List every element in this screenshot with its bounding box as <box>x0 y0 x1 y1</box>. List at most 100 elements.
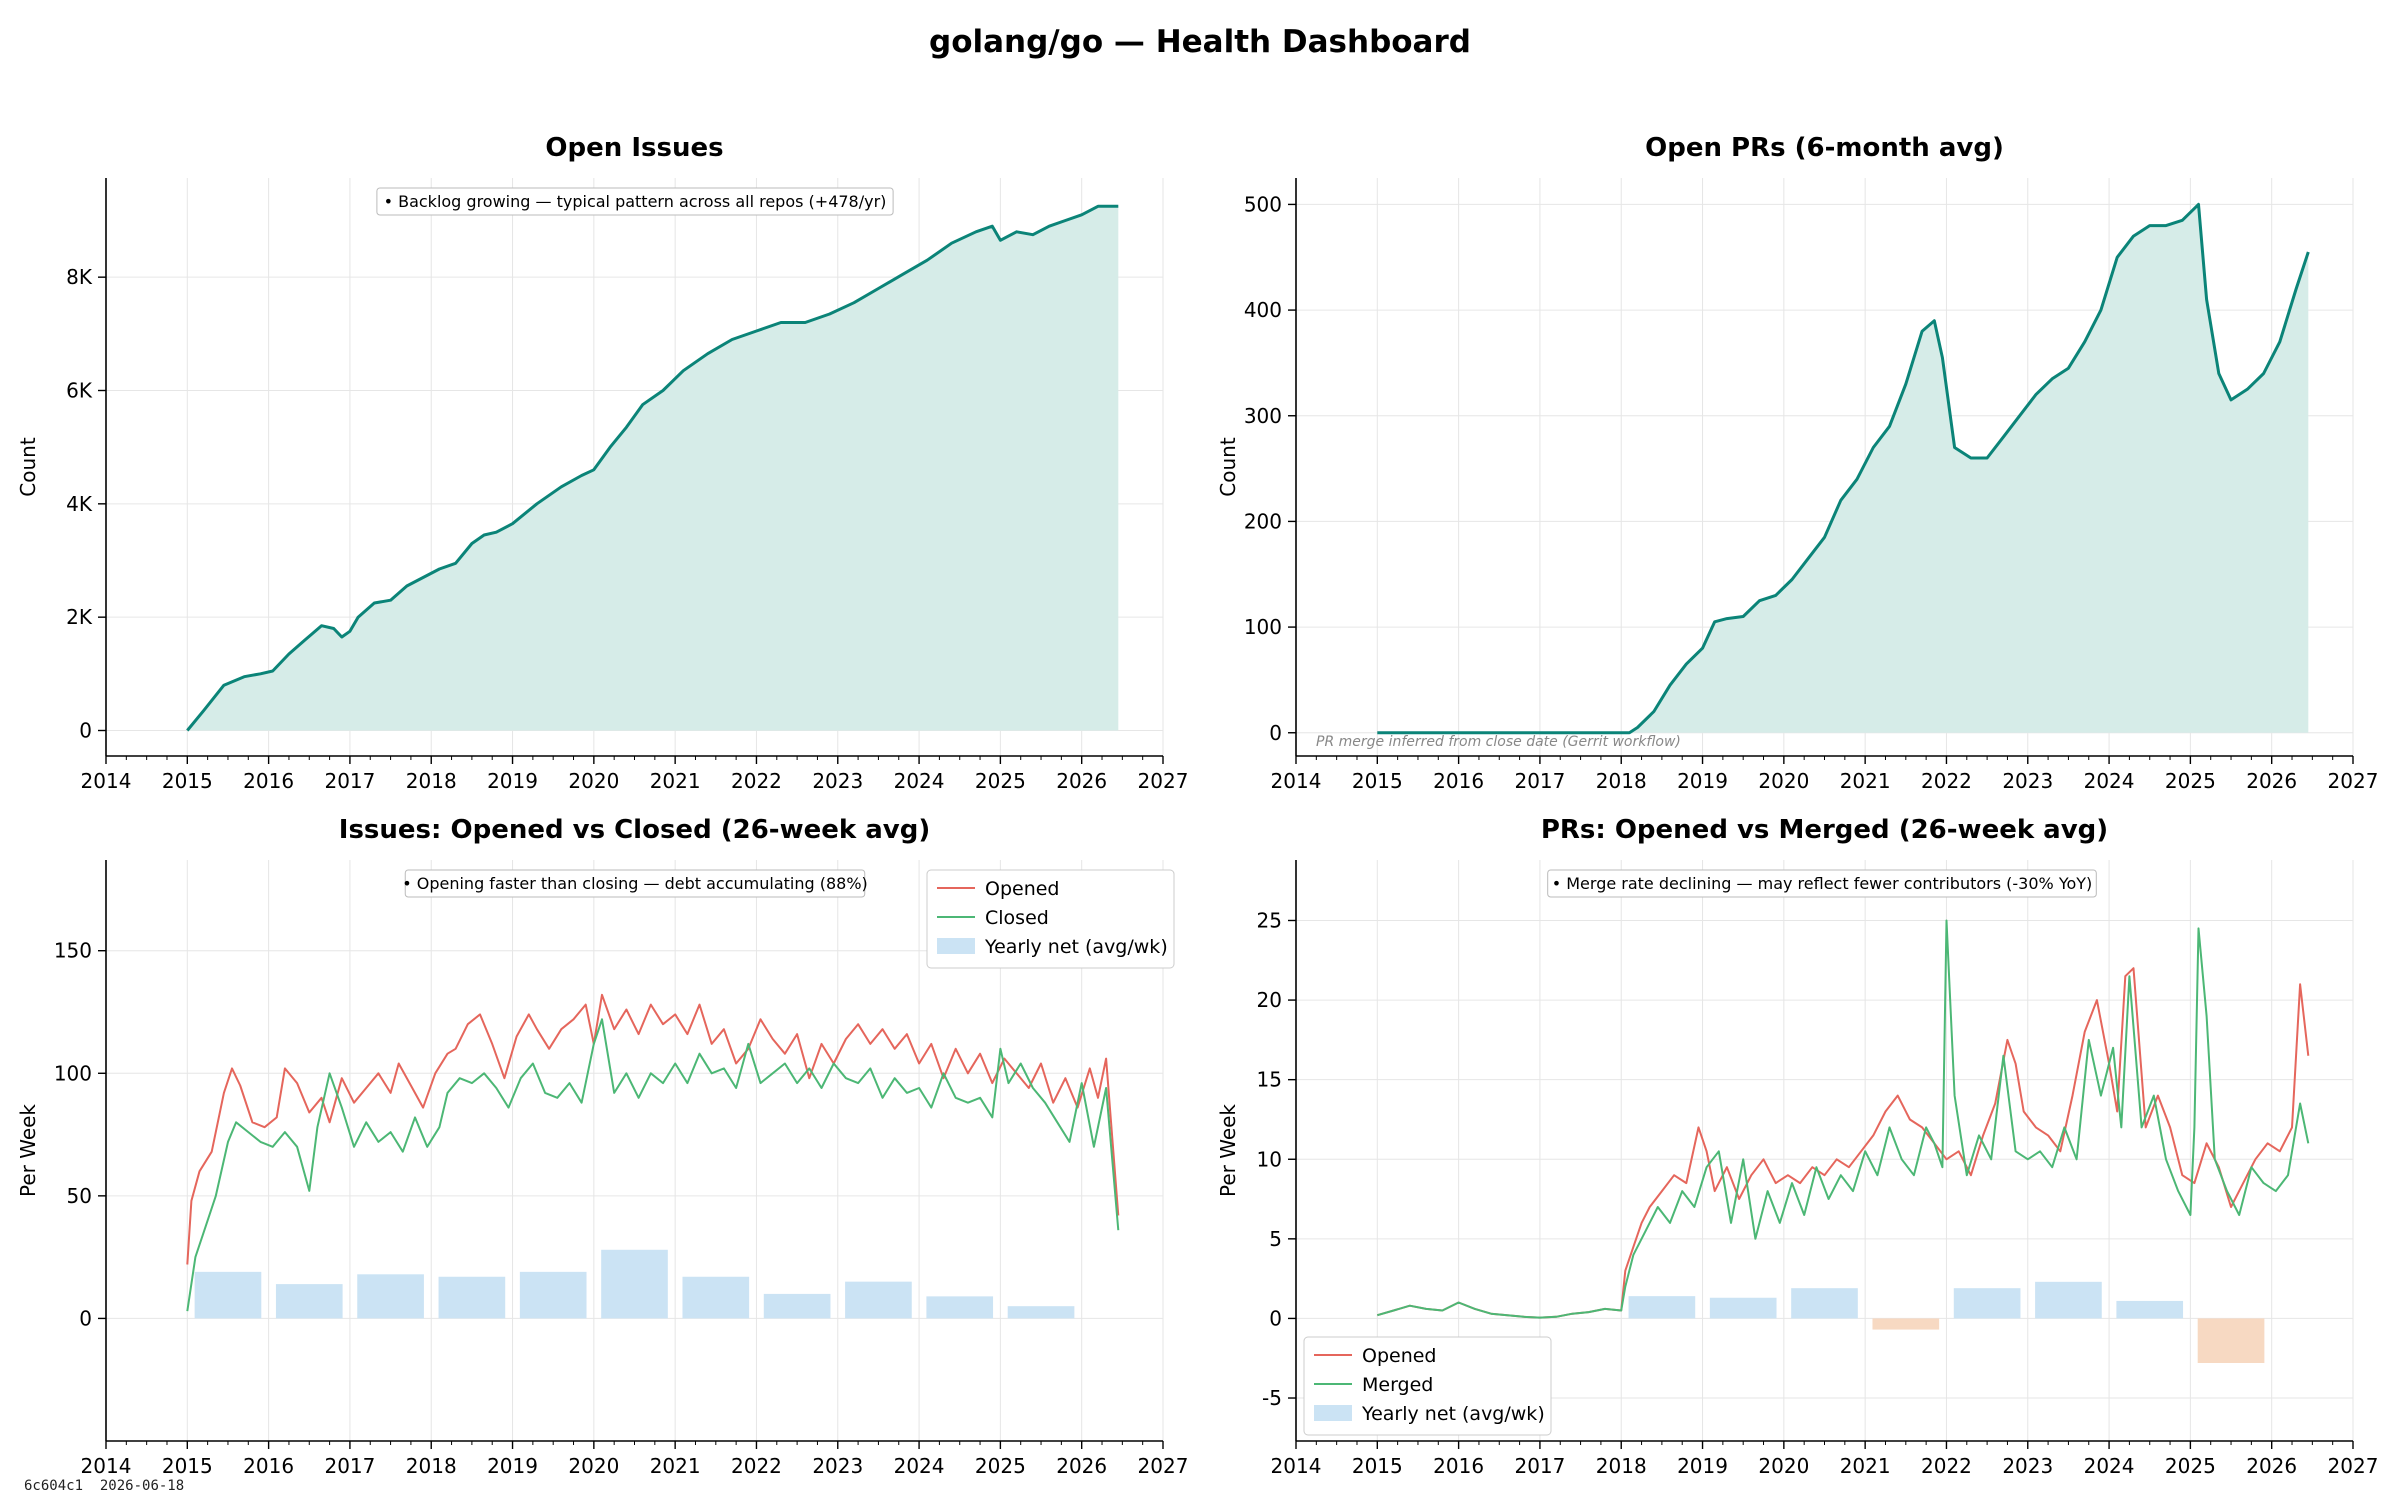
x-tick-label: 2018 <box>406 769 457 793</box>
y-tick-label: 0 <box>1269 1306 1282 1330</box>
legend: Opened Merged Yearly net (avg/wk) <box>1303 1336 1552 1436</box>
series-line-merged <box>1377 919 2310 1319</box>
x-tick-label: 2019 <box>1677 1454 1728 1478</box>
legend-swatch-bar <box>1314 1405 1352 1421</box>
chart-title: Open PRs (6-month avg) <box>1645 133 2004 163</box>
legend-label: Opened <box>985 878 1060 900</box>
y-axis-label: Per Week <box>16 1104 40 1197</box>
annotation-text: • Opening faster than closing — debt acc… <box>402 874 868 893</box>
area-fill <box>187 206 1119 731</box>
annotation-box <box>376 187 894 216</box>
legend-label: Yearly net (avg/wk) <box>984 936 1168 958</box>
y-tick-label: 100 <box>1244 615 1282 639</box>
x-tick-label: 2019 <box>487 769 538 793</box>
y-axis-label: Count <box>1216 437 1240 497</box>
x-tick-label: 2017 <box>1514 1454 1565 1478</box>
chart-title: Open Issues <box>545 133 723 163</box>
net-bar <box>1628 1296 1696 1319</box>
footer-stamp: 6c604c1 2026-06-18 <box>24 1478 184 1494</box>
y-tick-label: 6K <box>66 379 93 403</box>
footer-hash: 6c604c1 <box>24 1478 84 1494</box>
y-axis-label: Count <box>16 437 40 497</box>
x-tick-label: 2016 <box>243 1454 294 1478</box>
net-bar <box>601 1249 668 1319</box>
y-tick-label: 50 <box>67 1184 92 1208</box>
y-tick-label: 100 <box>54 1061 92 1085</box>
x-tick-label: 2025 <box>2165 1454 2216 1478</box>
net-bar <box>438 1276 506 1319</box>
y-tick-label: 400 <box>1244 298 1282 322</box>
y-tick-label: 200 <box>1244 509 1282 533</box>
x-tick-label: 2018 <box>1596 1454 1647 1478</box>
net-bar <box>682 1276 750 1319</box>
x-tick-label: 2022 <box>1921 1454 1972 1478</box>
y-tick-label: 8K <box>66 265 93 289</box>
net-bar <box>1953 1288 2021 1319</box>
x-tick-label: 2020 <box>568 769 619 793</box>
legend-label: Yearly net (avg/wk) <box>1361 1403 1545 1425</box>
net-bar <box>1791 1288 1858 1319</box>
x-tick-label: 2014 <box>81 769 132 793</box>
x-tick-label: 2015 <box>1352 1454 1403 1478</box>
area-fill <box>1377 204 2309 733</box>
chart-title: Issues: Opened vs Closed (26-week avg) <box>339 815 930 845</box>
x-tick-label: 2024 <box>894 769 945 793</box>
x-tick-label: 2018 <box>1596 769 1647 793</box>
x-tick-label: 2027 <box>1138 1454 1189 1478</box>
x-tick-label: 2020 <box>1758 769 1809 793</box>
area-line <box>186 204 1119 732</box>
net-bar <box>357 1274 424 1319</box>
y-tick-label: 300 <box>1244 404 1282 428</box>
x-tick-label: 2026 <box>2246 769 2297 793</box>
x-tick-label: 2024 <box>2084 1454 2135 1478</box>
annotation-text: • Backlog growing — typical pattern acro… <box>384 192 887 211</box>
x-tick-label: 2025 <box>975 1454 1026 1478</box>
x-tick-label: 2016 <box>1433 769 1484 793</box>
area-line <box>1377 202 2310 735</box>
y-tick-label: 0 <box>79 1306 92 1330</box>
x-tick-label: 2019 <box>487 1454 538 1478</box>
x-tick-label: 2020 <box>1758 1454 1809 1478</box>
x-tick-label: 2025 <box>2165 769 2216 793</box>
x-tick-label: 2016 <box>1433 1454 1484 1478</box>
x-tick-label: 2014 <box>1271 1454 1322 1478</box>
chart-open-issues: Open Issues 2014 2015 2016 2017 2018 2019 2020 2… <box>16 133 1188 793</box>
y-tick-label: 15 <box>1257 1068 1282 1092</box>
y-tick-label: 10 <box>1257 1147 1282 1171</box>
net-bar <box>194 1271 262 1319</box>
legend: Opened Closed Yearly net (avg/wk) <box>926 869 1175 969</box>
legend-box <box>1303 1336 1552 1436</box>
y-tick-label: 0 <box>1269 721 1282 745</box>
annotation-box <box>404 869 866 898</box>
x-tick-label: 2021 <box>650 1454 701 1478</box>
x-tick-label: 2015 <box>1352 769 1403 793</box>
x-tick-label: 2015 <box>162 769 213 793</box>
net-bar <box>2035 1281 2102 1319</box>
x-tick-label: 2026 <box>2246 1454 2297 1478</box>
y-tick-label: 500 <box>1244 192 1282 216</box>
x-tick-label: 2022 <box>731 769 782 793</box>
net-bar <box>926 1296 994 1319</box>
y-tick-label: 150 <box>54 939 92 963</box>
y-tick-label: 5 <box>1269 1227 1282 1251</box>
x-tick-label: 2014 <box>1271 769 1322 793</box>
x-tick-label: 2023 <box>2002 769 2053 793</box>
x-tick-label: 2014 <box>81 1454 132 1478</box>
annotation-text: • Merge rate declining — may reflect few… <box>1552 874 2093 893</box>
x-tick-label: 2020 <box>568 1454 619 1478</box>
x-tick-label: 2022 <box>731 1454 782 1478</box>
legend-label: Opened <box>1362 1345 1437 1367</box>
series-line-opened <box>1377 967 2310 1319</box>
x-tick-label: 2026 <box>1056 769 1107 793</box>
series-line-closed <box>186 1018 1120 1312</box>
net-bar <box>1872 1318 1940 1330</box>
x-tick-label: 2017 <box>1514 769 1565 793</box>
x-tick-label: 2019 <box>1677 769 1728 793</box>
net-bar <box>1709 1297 1777 1319</box>
footer-date: 2026-06-18 <box>99 1478 185 1494</box>
x-tick-label: 2022 <box>1921 769 1972 793</box>
x-tick-label: 2023 <box>812 1454 863 1478</box>
legend-swatch-bar <box>937 938 975 954</box>
y-tick-label: 4K <box>66 492 93 516</box>
x-tick-label: 2023 <box>2002 1454 2053 1478</box>
